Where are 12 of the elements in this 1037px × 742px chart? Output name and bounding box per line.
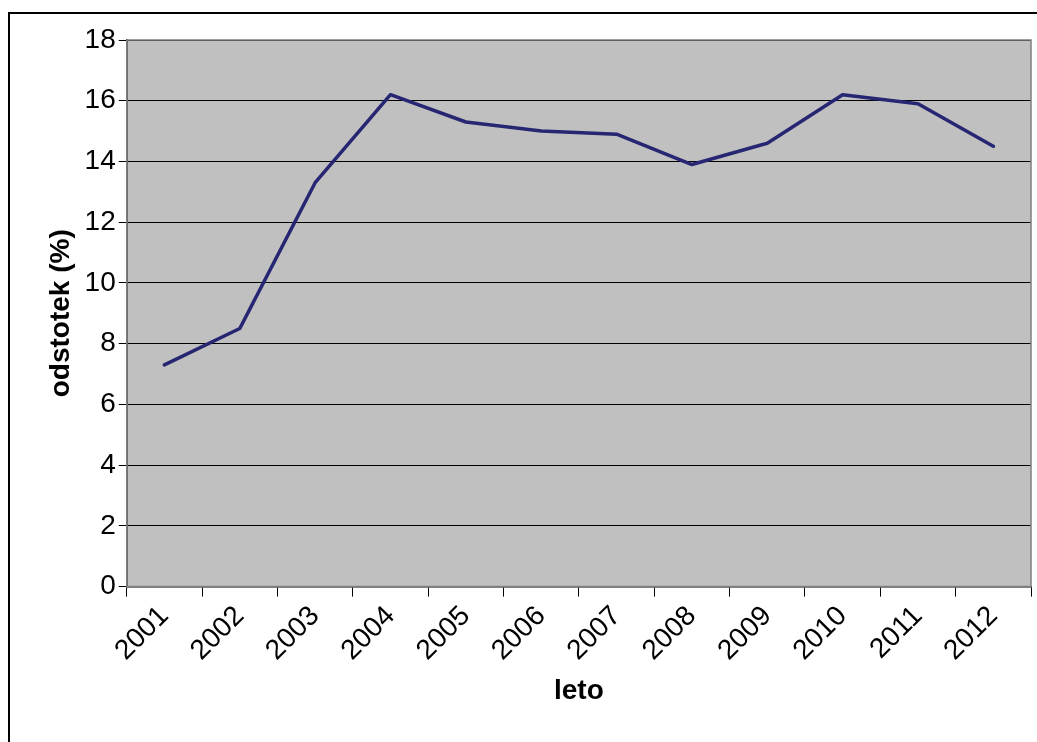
y-tick-label: 6 <box>100 387 116 419</box>
y-tick-label: 8 <box>100 326 116 358</box>
y-tick-label: 0 <box>100 569 116 601</box>
y-tick-label: 18 <box>84 22 116 54</box>
y-tick-label: 4 <box>100 447 116 479</box>
y-tick-label: 16 <box>84 83 116 115</box>
y-tick-label: 14 <box>84 144 116 176</box>
x-axis-title: leto <box>553 673 604 705</box>
y-tick-label: 10 <box>84 265 116 297</box>
y-tick-label: 12 <box>84 204 116 236</box>
y-tick-label: 2 <box>100 508 116 540</box>
y-axis-title: odstotek (%) <box>43 229 75 398</box>
